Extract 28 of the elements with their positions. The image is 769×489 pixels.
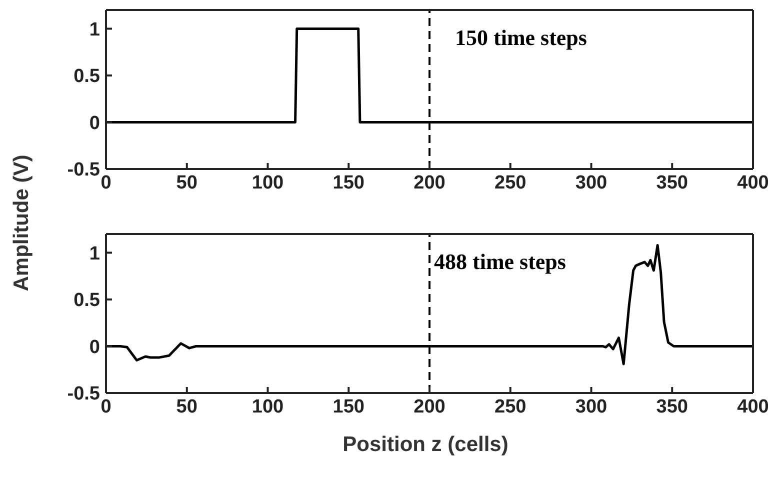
x-tick-label: 350 bbox=[656, 396, 688, 418]
x-axis-title: Position z (cells) bbox=[342, 433, 510, 457]
x-tick-label: 400 bbox=[737, 396, 769, 418]
y-tick-label: -0.5 bbox=[67, 384, 100, 405]
x-tick-label: 400 bbox=[737, 172, 769, 194]
x-tick-label: 300 bbox=[575, 396, 608, 418]
x-tick-label: 200 bbox=[414, 396, 446, 418]
y-tick-label: 0.5 bbox=[74, 66, 100, 88]
y-tick-label: 1 bbox=[89, 243, 100, 264]
x-tick-label: 200 bbox=[414, 172, 446, 194]
x-tick-label: 250 bbox=[494, 396, 526, 418]
annotation: 488 time steps bbox=[434, 249, 566, 275]
y-tick-label: 1 bbox=[89, 19, 100, 40]
x-tick-label: 350 bbox=[656, 172, 688, 194]
y-axis-title: Amplitude (V) bbox=[10, 154, 34, 292]
x-tick-label: 150 bbox=[332, 396, 364, 418]
annotation: 150 time steps bbox=[455, 25, 587, 51]
x-tick-label: 50 bbox=[176, 172, 198, 194]
y-tick-label: 0 bbox=[89, 336, 100, 358]
x-tick-label: 50 bbox=[176, 396, 198, 418]
y-tick-label: 0 bbox=[89, 112, 100, 134]
x-tick-label: 150 bbox=[332, 172, 364, 194]
x-tick-label: 300 bbox=[575, 172, 608, 194]
y-tick-label: -0.5 bbox=[67, 160, 100, 181]
y-tick-label: 0.5 bbox=[74, 290, 100, 312]
x-tick-label: 100 bbox=[252, 172, 284, 194]
x-tick-label: 100 bbox=[252, 396, 284, 418]
x-tick-label: 250 bbox=[494, 172, 526, 194]
